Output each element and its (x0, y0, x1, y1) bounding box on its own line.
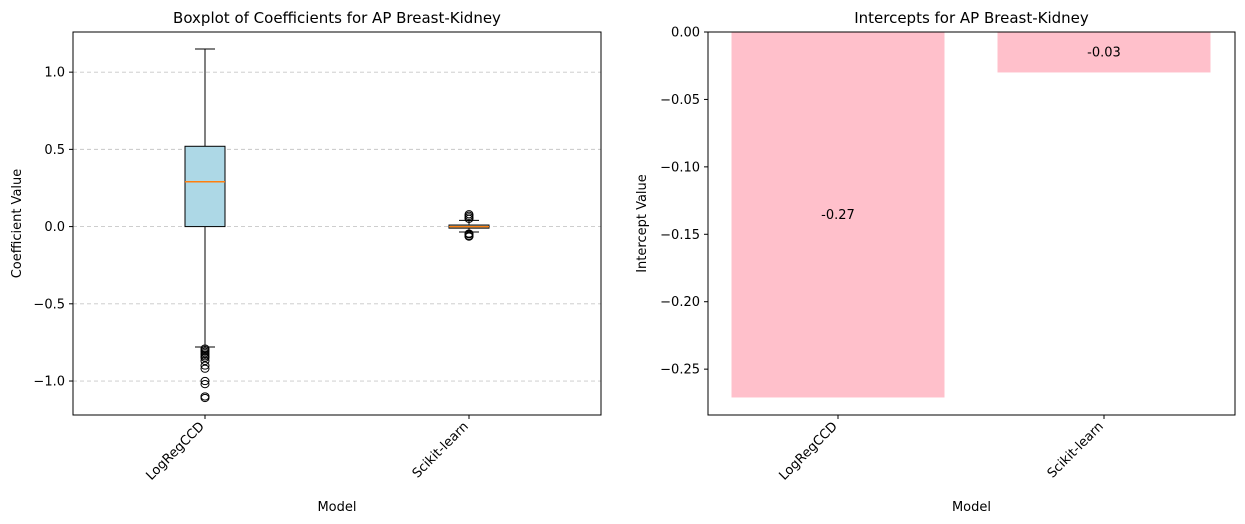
bar (731, 32, 945, 398)
bar (997, 32, 1211, 73)
bar-data-label: -0.03 (1087, 46, 1121, 61)
y-tick-label: 0.5 (44, 143, 65, 158)
bar-data-label: -0.27 (821, 208, 855, 223)
y-axis-label: Coefficient Value (10, 169, 25, 279)
outlier-point (200, 376, 210, 386)
outlier-point (200, 353, 210, 362)
plot-frame (72, 31, 602, 416)
outlier-point (200, 361, 210, 370)
outlier-point (200, 380, 210, 389)
outlier-point (464, 210, 474, 219)
outlier-point (200, 393, 210, 403)
chart-title: Intercepts for AP Breast-Kidney (854, 9, 1089, 27)
x-axis-label: Model (952, 500, 991, 515)
x-tick-label: Scikit-learn (1045, 419, 1107, 481)
y-tick-label: −0.5 (33, 297, 65, 312)
x-tick-label: LogRegCCD (776, 419, 840, 483)
outlier-point (200, 356, 210, 366)
y-tick-label: −0.20 (660, 295, 700, 310)
y-tick-label: 1.0 (44, 66, 65, 81)
y-axis-label: Intercept Value (635, 174, 650, 273)
boxplot-chart: Boxplot of Coefficients for AP Breast-Ki… (10, 9, 602, 515)
y-tick-label: −0.10 (660, 160, 700, 175)
y-tick-label: −0.15 (660, 228, 700, 243)
x-tick-label: Scikit-learn (410, 419, 472, 481)
chart-title: Boxplot of Coefficients for AP Breast-Ki… (173, 9, 501, 27)
box (184, 145, 226, 228)
x-tick-label: LogRegCCD (143, 419, 207, 483)
y-tick-label: −0.25 (660, 363, 700, 378)
y-tick-label: 0.00 (671, 26, 700, 41)
y-tick-label: 0.0 (44, 220, 65, 235)
outlier-point (464, 232, 474, 241)
y-tick-label: −1.0 (33, 375, 65, 390)
y-tick-label: −0.05 (660, 93, 700, 108)
intercept-bar-chart: Intercepts for AP Breast-Kidney Intercep… (635, 9, 1236, 515)
x-axis-label: Model (317, 500, 356, 515)
outlier-point (200, 364, 210, 373)
plot-frame (707, 31, 1236, 416)
